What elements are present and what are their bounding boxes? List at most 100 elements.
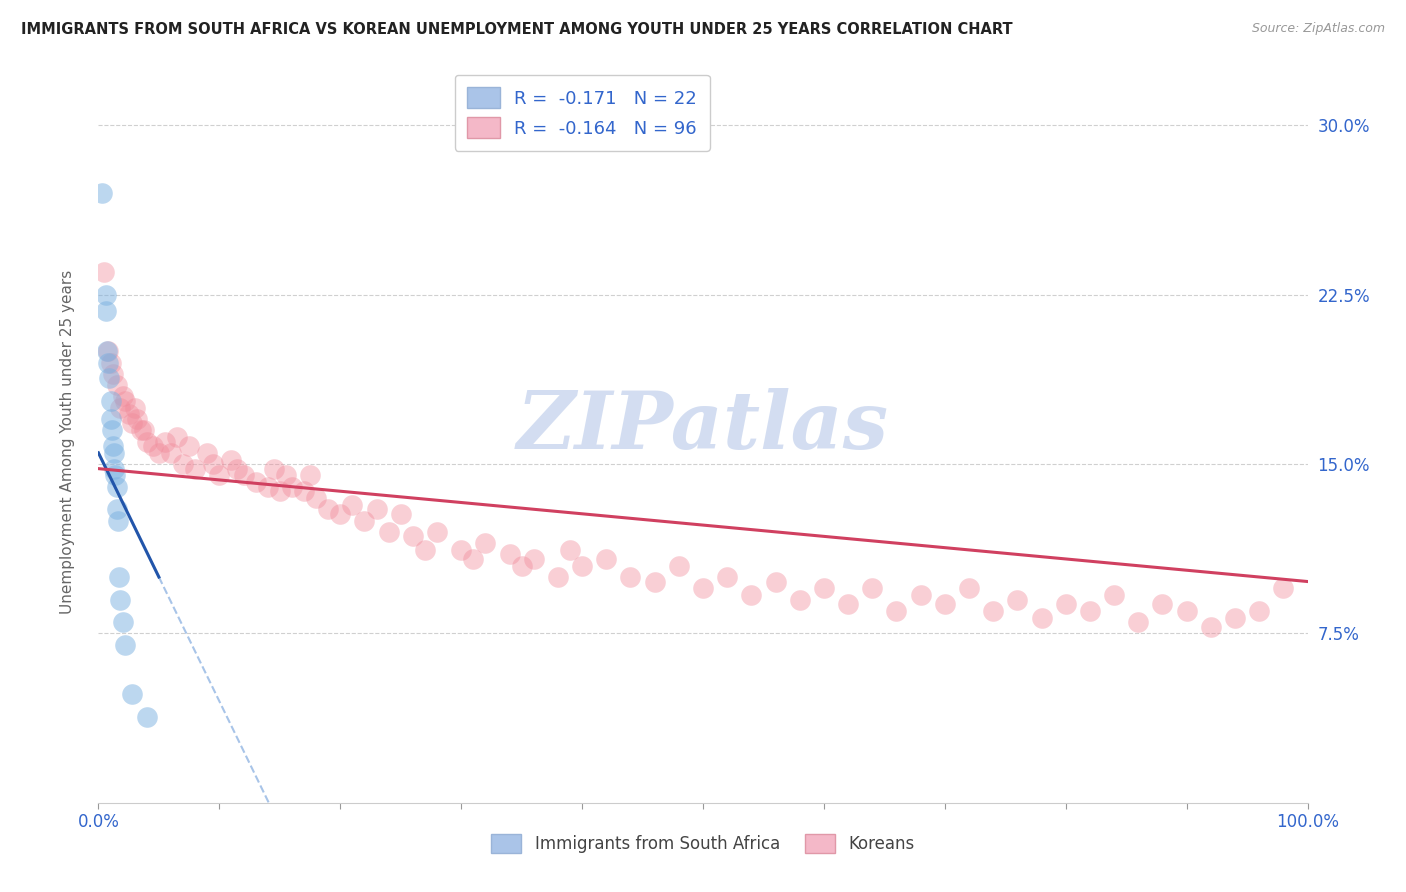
- Point: [1175, 604, 1198, 618]
- Point: [281, 480, 304, 494]
- Point: [353, 514, 375, 528]
- Point: [202, 457, 225, 471]
- Point: [111, 389, 134, 403]
- Point: [366, 502, 388, 516]
- Point: [100, 412, 122, 426]
- Point: [142, 439, 165, 453]
- Point: [571, 558, 593, 573]
- Point: [108, 401, 131, 415]
- Text: Source: ZipAtlas.com: Source: ZipAtlas.com: [1251, 22, 1385, 36]
- Point: [166, 430, 188, 444]
- Point: [232, 468, 254, 483]
- Point: [121, 687, 143, 701]
- Point: [716, 570, 738, 584]
- Point: [111, 615, 134, 630]
- Point: [103, 461, 125, 475]
- Point: [269, 484, 291, 499]
- Point: [98, 371, 121, 385]
- Point: [934, 597, 956, 611]
- Point: [93, 265, 115, 279]
- Point: [305, 491, 328, 505]
- Point: [1078, 604, 1101, 618]
- Point: [96, 344, 118, 359]
- Point: [547, 570, 569, 584]
- Point: [114, 393, 136, 408]
- Point: [1223, 610, 1246, 624]
- Point: [135, 434, 157, 449]
- Point: [121, 417, 143, 431]
- Point: [97, 355, 120, 369]
- Point: [558, 542, 581, 557]
- Text: IMMIGRANTS FROM SOUTH AFRICA VS KOREAN UNEMPLOYMENT AMONG YOUTH UNDER 25 YEARS C: IMMIGRANTS FROM SOUTH AFRICA VS KOREAN U…: [21, 22, 1012, 37]
- Point: [179, 439, 201, 453]
- Point: [1102, 588, 1125, 602]
- Point: [221, 452, 243, 467]
- Point: [105, 378, 128, 392]
- Point: [127, 412, 149, 426]
- Point: [245, 475, 267, 490]
- Point: [860, 582, 883, 596]
- Point: [619, 570, 641, 584]
- Point: [292, 484, 315, 499]
- Point: [377, 524, 399, 539]
- Point: [1054, 597, 1077, 611]
- Point: [160, 446, 183, 460]
- Point: [644, 574, 666, 589]
- Y-axis label: Unemployment Among Youth under 25 years: Unemployment Among Youth under 25 years: [60, 269, 75, 614]
- Point: [474, 536, 496, 550]
- Point: [124, 401, 146, 415]
- Point: [100, 393, 122, 408]
- Point: [510, 558, 533, 573]
- Point: [740, 588, 762, 602]
- Point: [426, 524, 449, 539]
- Point: [208, 468, 231, 483]
- Point: [256, 480, 278, 494]
- Point: [104, 468, 127, 483]
- Point: [1272, 582, 1295, 596]
- Point: [108, 592, 131, 607]
- Text: ZIPatlas: ZIPatlas: [517, 388, 889, 466]
- Point: [134, 423, 156, 437]
- Point: [813, 582, 835, 596]
- Point: [195, 446, 218, 460]
- Point: [402, 529, 425, 543]
- Point: [129, 423, 152, 437]
- Point: [957, 582, 980, 596]
- Point: [91, 186, 114, 201]
- Point: [101, 367, 124, 381]
- Point: [107, 514, 129, 528]
- Point: [1031, 610, 1053, 624]
- Point: [118, 408, 141, 422]
- Point: [668, 558, 690, 573]
- Point: [101, 439, 124, 453]
- Point: [342, 498, 364, 512]
- Point: [97, 344, 120, 359]
- Point: [1249, 604, 1271, 618]
- Point: [765, 574, 787, 589]
- Point: [153, 434, 176, 449]
- Point: [148, 446, 170, 460]
- Point: [498, 548, 520, 562]
- Point: [389, 507, 412, 521]
- Point: [135, 710, 157, 724]
- Point: [105, 480, 128, 494]
- Point: [184, 461, 207, 475]
- Point: [981, 604, 1004, 618]
- Point: [105, 502, 128, 516]
- Point: [114, 638, 136, 652]
- Point: [100, 355, 122, 369]
- Point: [692, 582, 714, 596]
- Point: [274, 468, 297, 483]
- Legend: Immigrants from South Africa, Koreans: Immigrants from South Africa, Koreans: [485, 827, 921, 860]
- Point: [1007, 592, 1029, 607]
- Point: [263, 461, 285, 475]
- Point: [1152, 597, 1174, 611]
- Point: [316, 502, 339, 516]
- Point: [226, 461, 249, 475]
- Point: [1199, 620, 1222, 634]
- Point: [595, 552, 617, 566]
- Point: [94, 303, 117, 318]
- Point: [94, 287, 117, 301]
- Point: [413, 542, 436, 557]
- Point: [299, 468, 322, 483]
